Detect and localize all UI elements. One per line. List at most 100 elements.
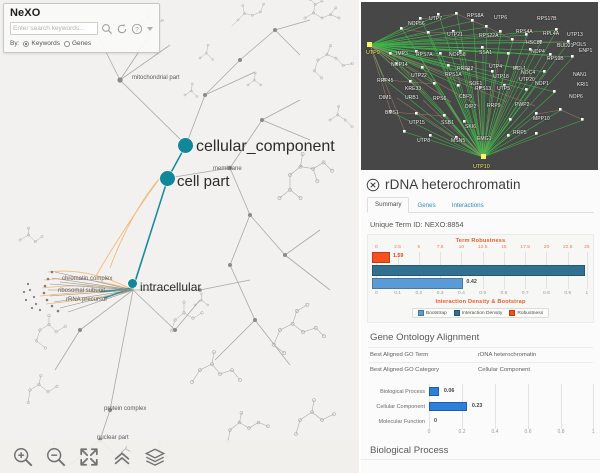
legend-item-robustness[interactable]: Robustness (509, 310, 543, 316)
go-key-category: Best Aligned GO Category (370, 367, 440, 373)
tick-top-225: 22.5 (562, 245, 573, 250)
svg-text:RPS8A: RPS8A (467, 13, 484, 19)
svg-text:RPS13: RPS13 (475, 86, 491, 92)
reset-icon[interactable] (116, 23, 128, 35)
svg-text:UTP4: UTP4 (489, 64, 502, 70)
cat-bar-cellular-component[interactable] (429, 402, 467, 411)
legend-item-bootstrap[interactable]: Bootstrap (417, 310, 447, 316)
label-nuclear-part[interactable]: nuclear part (97, 435, 129, 441)
svg-text:UTP20: UTP20 (519, 77, 535, 83)
svg-text:KRI1: KRI1 (577, 82, 588, 88)
legend-swatch-robustness (509, 310, 516, 316)
radio-keywords[interactable]: Keywords (23, 40, 60, 47)
tick-top-125: 12.5 (477, 245, 488, 250)
label-cellular-component[interactable]: cellular_component (196, 138, 335, 155)
label-mitochondrial-part[interactable]: mitochondrial part (132, 75, 180, 81)
label-intracellular[interactable]: intracellular (140, 280, 202, 294)
cat-value-molecular-function: 0 (433, 418, 437, 424)
svg-text:NOP56: NOP56 (408, 21, 425, 27)
svg-text:UTP7: UTP7 (429, 16, 442, 22)
svg-text:RRP45: RRP45 (377, 78, 394, 84)
label-membrane[interactable]: membrane (213, 166, 242, 172)
legend-label-robustness: Robustness (517, 310, 544, 316)
svg-text:RPS1A: RPS1A (445, 72, 462, 78)
tick-bot-04: 0.4 (457, 291, 465, 296)
search-icon[interactable] (101, 23, 113, 35)
tab-genes[interactable]: Genes (417, 202, 436, 209)
panel-title: rDNA heterochromatin (385, 177, 521, 192)
label-ribosomal-subunit[interactable]: ribosomal subunit (58, 288, 106, 294)
cat-bar-biological-process[interactable] (429, 387, 439, 396)
tick-top-20: 20 (543, 245, 550, 250)
bar-robustness[interactable] (372, 252, 390, 263)
svg-text:RPL4A: RPL4A (543, 31, 560, 37)
bar-value-robustness: 1.59 (392, 253, 404, 259)
tab-interactions[interactable]: Interactions (451, 202, 484, 209)
gene-interaction-network[interactable]: UTP9 UTP10 NOP56 UTP7 RPS8A UTP6 RPS17B … (361, 2, 598, 170)
search-input[interactable] (10, 22, 98, 35)
node-intracellular[interactable] (128, 279, 137, 288)
nexo-hierarchy-view[interactable]: cellular_component cell part intracellul… (0, 0, 359, 473)
tick-bot-06: 0.6 (500, 291, 508, 296)
term-detail-panel: rDNA heterochromatin Summary Genes Inter… (361, 170, 600, 473)
label-protein-complex[interactable]: protein complex (104, 406, 147, 412)
tab-summary[interactable]: Summary (367, 197, 410, 213)
biological-process-title: Biological Process (361, 439, 600, 460)
bar-row-bootstrap: 0.42 (372, 278, 589, 289)
go-key-term: Best Aligned GO Term (370, 352, 429, 358)
tick-bot-07: 0.7 (521, 291, 529, 296)
radio-keywords-dot[interactable] (23, 40, 30, 47)
cat-tick-06: 0.6 (524, 429, 532, 435)
svg-text:?: ? (135, 26, 139, 33)
svg-text:BMS1: BMS1 (385, 110, 399, 116)
radio-genes-label: Genes (71, 40, 92, 47)
tick-top-5: 5 (417, 245, 421, 250)
radio-genes-dot[interactable] (63, 40, 70, 47)
tick-bot-01: 0.1 (394, 291, 401, 296)
bar-interaction-density[interactable] (372, 265, 585, 276)
cat-label-biological-process: Biological Process (380, 388, 425, 395)
label-cell-part[interactable]: cell part (177, 173, 230, 190)
hierarchy-tree-graph[interactable] (0, 0, 359, 473)
legend-item-interaction-density[interactable]: Interaction Density (453, 310, 502, 316)
cat-tick-02: 0.2 (458, 429, 466, 435)
collapse-icon[interactable] (111, 445, 133, 468)
svg-text:NOP14: NOP14 (391, 62, 408, 68)
zoom-in-icon[interactable] (12, 446, 34, 468)
robustness-plot: 1.59 0.42 (372, 252, 589, 289)
tick-top-175: 17.5 (520, 245, 530, 250)
chart-legend-wrap: Bootstrap Interaction Density Robustness (372, 308, 589, 318)
svg-text:SSA1: SSA1 (479, 50, 492, 56)
label-rrna-precursor[interactable]: rRNA precursor (66, 297, 108, 303)
svg-text:IMP3: IMP3 (396, 51, 408, 57)
chevron-down-icon[interactable] (147, 26, 153, 31)
legend-swatch-interaction-density (453, 310, 460, 316)
go-value-term: rDNA heterochromatin (478, 352, 537, 358)
svg-text:PWP2: PWP2 (515, 102, 530, 108)
svg-text:NAN1: NAN1 (573, 72, 587, 78)
layers-icon[interactable] (144, 446, 166, 468)
robustness-chart: Term Robustness 0 2.5 5 7.5 10 12.5 15 1… (367, 234, 594, 323)
svg-text:UTP15: UTP15 (409, 120, 425, 126)
node-cell-part[interactable] (160, 171, 175, 186)
tick-top-15: 15 (501, 245, 507, 250)
svg-text:UTP21: UTP21 (447, 32, 463, 38)
zoom-out-icon[interactable] (45, 446, 67, 468)
svg-text:RRP12: RRP12 (457, 66, 474, 72)
close-circle-icon[interactable] (366, 178, 380, 192)
cat-tick-0: 0 (427, 429, 431, 435)
svg-text:DIP2: DIP2 (465, 104, 476, 110)
fit-screen-icon[interactable] (78, 446, 100, 468)
tick-bot-1: 1 (585, 291, 589, 296)
help-icon[interactable]: ? (131, 23, 143, 35)
cat-label-molecular-function: Molecular Function (378, 418, 425, 425)
tick-top-0: 0 (374, 245, 378, 250)
bar-bootstrap[interactable] (372, 278, 464, 289)
node-cellular-component[interactable] (178, 138, 193, 153)
label-chromatin-complex[interactable]: chromatin complex (62, 276, 113, 282)
svg-text:EMG1: EMG1 (477, 136, 492, 142)
radio-genes[interactable]: Genes (63, 40, 92, 47)
detail-tabs: Summary Genes Interactions (367, 197, 594, 213)
svg-text:RPS4A: RPS4A (516, 29, 533, 35)
svg-text:RCL1: RCL1 (513, 66, 526, 72)
